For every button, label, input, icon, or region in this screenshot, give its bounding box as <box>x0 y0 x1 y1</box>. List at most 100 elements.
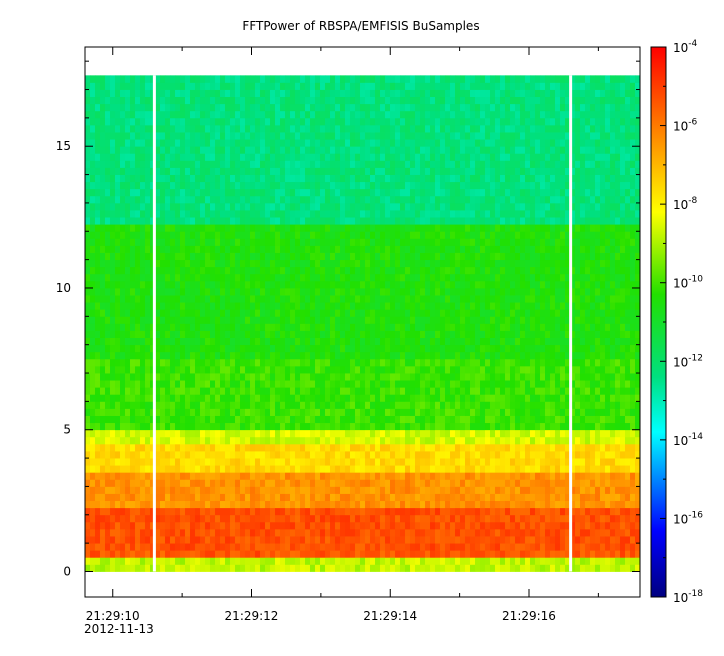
heatmap-cell <box>330 330 336 338</box>
heatmap-cell <box>380 302 386 310</box>
heatmap-cell <box>270 167 276 175</box>
heatmap-cell <box>260 528 266 537</box>
heatmap-cell <box>120 493 126 502</box>
heatmap-cell <box>130 210 136 218</box>
heatmap-cell <box>280 358 286 367</box>
heatmap-cell <box>175 557 181 565</box>
heatmap-cell <box>420 436 426 445</box>
heatmap-cell <box>255 252 261 261</box>
heatmap-cell <box>85 231 91 239</box>
heatmap-cell <box>110 422 116 431</box>
heatmap-cell <box>355 514 361 523</box>
heatmap-cell <box>420 210 426 218</box>
heatmap-cell <box>255 401 261 409</box>
heatmap-cell <box>290 344 296 353</box>
heatmap-cell <box>90 415 96 424</box>
heatmap-cell <box>360 429 366 438</box>
heatmap-cell <box>315 521 321 530</box>
heatmap-cell <box>295 486 301 494</box>
heatmap-cell <box>350 202 356 211</box>
heatmap-cell <box>145 408 151 416</box>
heatmap-cell <box>150 443 156 452</box>
heatmap-cell <box>425 543 431 551</box>
heatmap-cell <box>430 195 436 204</box>
heatmap-cell <box>435 188 441 197</box>
heatmap-cell <box>295 139 301 147</box>
heatmap-cell <box>240 89 246 98</box>
heatmap-cell <box>395 528 401 537</box>
heatmap-cell <box>270 202 276 211</box>
heatmap-cell <box>120 273 126 282</box>
heatmap-cell <box>305 387 311 395</box>
heatmap-cell <box>285 387 291 395</box>
heatmap-cell <box>205 387 211 395</box>
heatmap-cell <box>235 500 241 509</box>
heatmap-cell <box>270 458 276 466</box>
heatmap-cell <box>190 493 196 502</box>
heatmap-cell <box>150 132 156 140</box>
heatmap-cell <box>330 323 336 331</box>
heatmap-cell <box>290 564 296 572</box>
heatmap-cell <box>310 550 316 558</box>
heatmap-cell <box>175 429 181 438</box>
heatmap-cell <box>195 387 201 395</box>
heatmap-cell <box>325 139 331 147</box>
heatmap-cell <box>160 493 166 502</box>
heatmap-cell <box>315 436 321 445</box>
heatmap-cell <box>120 330 126 338</box>
heatmap-cell <box>195 266 201 275</box>
heatmap-cell <box>240 160 246 168</box>
heatmap-cell <box>135 429 141 438</box>
heatmap-cell <box>405 344 411 353</box>
heatmap-cell <box>140 139 146 147</box>
heatmap-cell <box>290 273 296 282</box>
heatmap-cell <box>410 266 416 275</box>
heatmap-cell <box>140 245 146 253</box>
heatmap-cell <box>420 472 426 480</box>
heatmap-cell <box>280 458 286 466</box>
heatmap-cell <box>340 167 346 175</box>
heatmap-cell <box>245 493 251 502</box>
heatmap-cell <box>380 188 386 197</box>
heatmap-cell <box>295 401 301 409</box>
heatmap-cell <box>395 543 401 551</box>
heatmap-cell <box>360 344 366 353</box>
heatmap-cell <box>105 273 111 282</box>
heatmap-cell <box>315 245 321 253</box>
heatmap-cell <box>340 132 346 140</box>
heatmap-cell <box>360 167 366 175</box>
heatmap-cell <box>180 564 186 572</box>
heatmap-cell <box>330 344 336 353</box>
heatmap-cell <box>200 231 206 239</box>
heatmap-cell <box>410 146 416 154</box>
heatmap-cell <box>205 224 211 232</box>
heatmap-cell <box>150 330 156 338</box>
heatmap-cell <box>230 380 236 388</box>
heatmap-cell <box>245 139 251 147</box>
heatmap-cell <box>105 479 111 487</box>
heatmap-cell <box>120 443 126 452</box>
heatmap-cell <box>370 231 376 239</box>
heatmap-cell <box>290 231 296 239</box>
heatmap-cell <box>245 266 251 275</box>
heatmap-cell <box>400 521 406 530</box>
heatmap-cell <box>295 422 301 431</box>
heatmap-cell <box>345 124 351 133</box>
heatmap-cell <box>230 528 236 537</box>
heatmap-cell <box>400 394 406 402</box>
heatmap-cell <box>405 429 411 438</box>
heatmap-cell <box>175 174 181 183</box>
heatmap-cell <box>400 543 406 551</box>
heatmap-cell <box>230 245 236 253</box>
heatmap-cell <box>315 238 321 246</box>
heatmap-cell <box>270 195 276 204</box>
heatmap-cell <box>385 231 391 239</box>
heatmap-cell <box>290 557 296 565</box>
heatmap-cell <box>400 500 406 509</box>
heatmap-cell <box>95 472 101 480</box>
heatmap-cell <box>405 210 411 218</box>
heatmap-cell <box>345 195 351 204</box>
heatmap-cell <box>400 89 406 98</box>
heatmap-cell <box>145 117 151 126</box>
heatmap-cell <box>190 188 196 197</box>
